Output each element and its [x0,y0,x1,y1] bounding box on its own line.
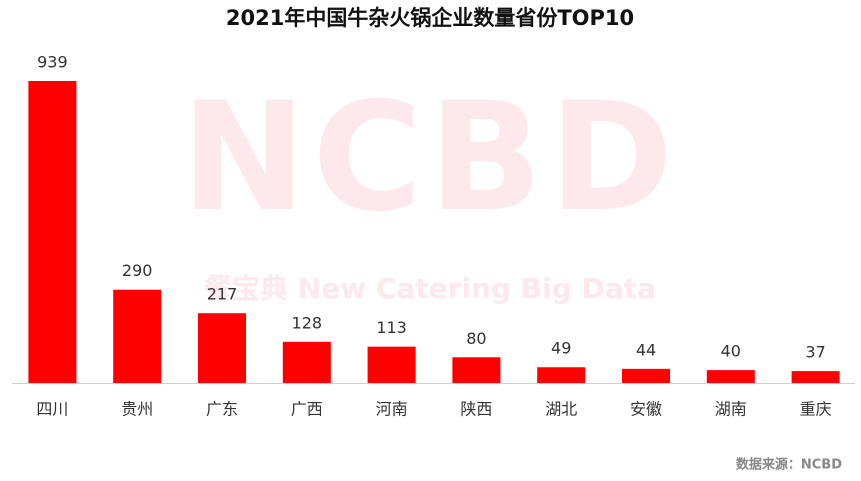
watermark-subtitle: 餐宝典 New Catering Big Data [204,272,656,305]
x-tick-label: 安徽 [630,400,662,419]
bar [452,357,501,383]
bar [113,289,162,383]
x-tick-label: 四川 [36,400,68,419]
bar [791,371,840,383]
bar [28,81,77,383]
x-tick-label: 陕西 [460,400,492,419]
data-label: 80 [466,329,486,348]
x-tick-label: 重庆 [800,400,832,419]
chart-title: 2021年中国牛杂火锅企业数量省份TOP10 [226,6,634,30]
x-tick-label: 湖北 [545,400,577,419]
data-label: 49 [551,339,571,358]
data-label: 128 [292,313,323,332]
x-tick-label: 广西 [291,400,323,419]
watermark: NCBD [181,71,679,245]
x-tick-label: 河南 [376,400,408,419]
data-label: 44 [636,340,656,359]
data-label: 939 [37,53,68,72]
x-tick-label: 湖南 [715,400,747,419]
bar [367,346,416,383]
data-label: 113 [376,318,407,337]
bar [622,368,670,383]
bar [282,341,331,383]
data-label: 290 [122,261,153,280]
bar [706,370,755,383]
bar [198,313,246,383]
source: 数据来源：NCBD [736,457,842,473]
data-label: 217 [207,285,238,304]
bar [537,367,586,383]
data-label: 40 [721,342,741,361]
data-label: 37 [805,343,825,362]
x-tick-label: 广东 [206,400,238,419]
x-tick-label: 贵州 [121,400,153,419]
